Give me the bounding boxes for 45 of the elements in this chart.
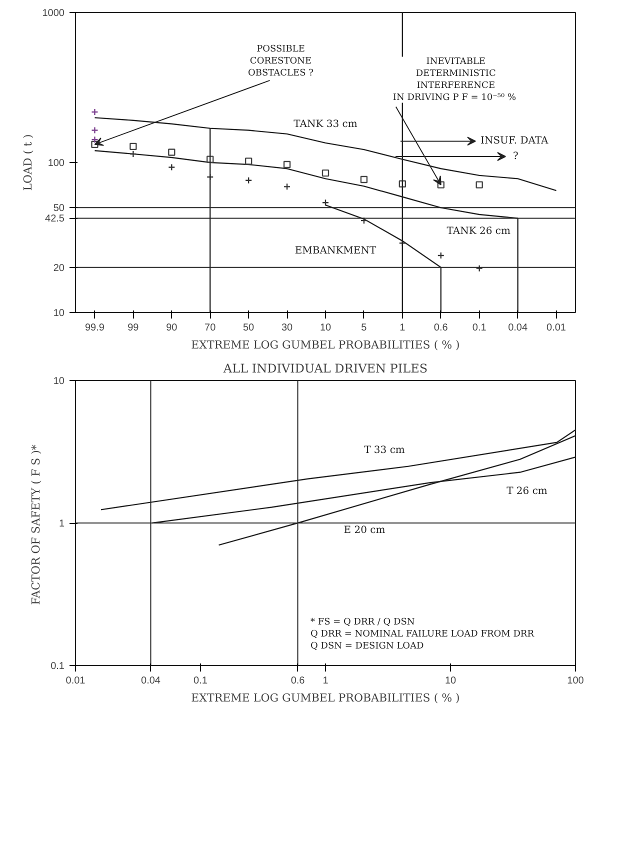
- annotation: POSSIBLE CORESTONE OBSTACLES ?: [248, 44, 314, 78]
- annotation: * FS = Q DRR / Q DSN Q DRR = NOMINAL FAILURE LOAD FROM DRR Q DSN = DESIGN LOAD: [310, 617, 534, 652]
- x-tick-label: 30: [281, 322, 294, 334]
- annotation: ?: [513, 151, 518, 162]
- annotation: EMBANKMENT: [294, 246, 376, 256]
- x-tick-label: 90: [166, 322, 178, 334]
- x-tick-label: 0.6: [434, 322, 448, 334]
- x-tick-label: 5: [361, 322, 368, 334]
- x-tick-label: 10: [444, 676, 456, 686]
- annotation: E 20 cm: [344, 525, 386, 536]
- y-tick-label: 20: [53, 262, 65, 274]
- y-axis-title: FACTOR OF SAFETY ( F S )*: [30, 444, 43, 605]
- y-tick-label: 10: [53, 308, 65, 319]
- x-tick-label: 1: [322, 676, 329, 686]
- y-tick-label: 42.5: [45, 214, 65, 225]
- x-tick-label: 1: [400, 322, 406, 334]
- x-tick-label: 99.9: [85, 322, 105, 334]
- annotation: T 33 cm: [364, 445, 406, 456]
- x-tick-label: 0.1: [194, 676, 208, 686]
- x-tick-label: 99: [128, 322, 140, 334]
- y-tick-label: 100: [48, 158, 65, 169]
- y-axis-title: LOAD ( t ): [21, 134, 34, 191]
- x-axis-title: EXTREME LOG GUMBEL PROBABILITIES ( % ): [191, 692, 460, 704]
- x-tick-label: 0.04: [141, 676, 161, 686]
- y-tick-label: 10: [53, 376, 65, 387]
- x-tick-label: 0.6: [290, 676, 306, 686]
- annotation: TANK 33 cm: [294, 119, 358, 130]
- x-tick-label: 0.01: [66, 676, 86, 686]
- x-tick-label: 70: [204, 322, 216, 334]
- y-tick-label: 50: [53, 203, 65, 214]
- annotation: INEVITABLE DETERMINISTIC INTERFERENCE IN DRIVING P F = 10⁻⁵⁰ %: [392, 56, 516, 103]
- y-tick-label: 1: [58, 518, 65, 530]
- x-tick-label: 0.01: [546, 322, 566, 334]
- x-tick-label: 100: [567, 676, 584, 686]
- y-tick-label: 0.1: [50, 661, 65, 672]
- x-tick-label: 0.1: [472, 322, 487, 334]
- y-tick-label: 1000: [42, 8, 65, 19]
- chart-title: ALL INDIVIDUAL DRIVEN PILES: [222, 362, 428, 376]
- x-tick-label: 10: [320, 322, 332, 334]
- x-tick-label: 0.04: [508, 322, 528, 334]
- annotation: TANK 26 cm: [446, 226, 512, 237]
- annotation: T 26 cm: [506, 486, 548, 498]
- x-axis-title: EXTREME LOG GUMBEL PROBABILITIES ( % ): [191, 338, 460, 352]
- annotation: INSUF. DATA: [480, 136, 550, 147]
- x-tick-label: 50: [243, 322, 255, 334]
